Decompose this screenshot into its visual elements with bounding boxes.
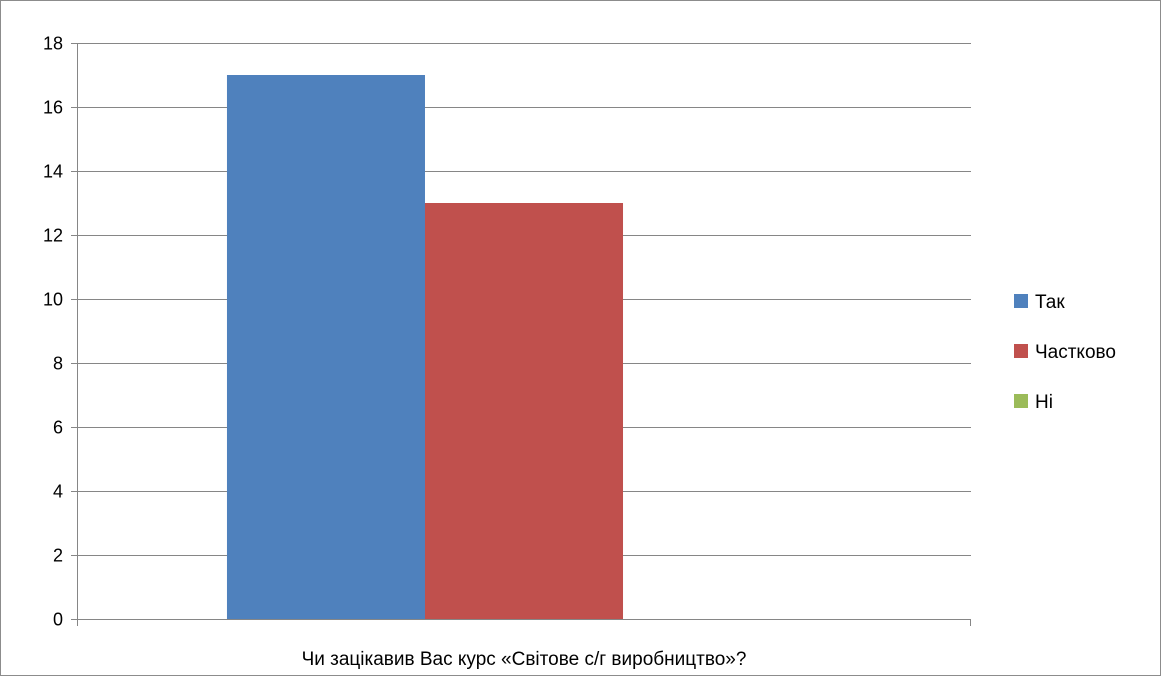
axes bbox=[77, 43, 971, 626]
legend-label: Ні bbox=[1035, 392, 1053, 413]
legend-swatch bbox=[1014, 294, 1028, 308]
legend: Так Частково Ні bbox=[1014, 292, 1116, 413]
legend-label: Так bbox=[1035, 292, 1065, 313]
y-tick-label: 6 bbox=[53, 418, 63, 438]
y-tick-label: 2 bbox=[53, 546, 63, 566]
y-axis-ticks: 0 2 4 6 8 10 12 14 16 18 bbox=[43, 34, 77, 630]
legend-swatch bbox=[1014, 344, 1028, 358]
y-tick-label: 18 bbox=[43, 34, 63, 54]
bar-Частково bbox=[424, 203, 624, 619]
y-tick-label: 10 bbox=[43, 290, 63, 310]
x-category-label: Чи зацікавив Вас курс «Світове с/г вироб… bbox=[302, 649, 747, 670]
x-axis-categories: Чи зацікавив Вас курс «Світове с/г вироб… bbox=[302, 649, 747, 670]
y-tick-label: 0 bbox=[53, 610, 63, 630]
bar-Так bbox=[226, 75, 425, 619]
y-tick-label: 12 bbox=[43, 226, 63, 246]
y-tick-label: 16 bbox=[43, 98, 63, 118]
y-tick-label: 4 bbox=[53, 482, 63, 502]
legend-swatch bbox=[1014, 394, 1028, 408]
bars bbox=[226, 75, 624, 619]
y-tick-label: 8 bbox=[53, 354, 63, 374]
y-tick-label: 14 bbox=[43, 162, 63, 182]
legend-label: Частково bbox=[1035, 342, 1116, 363]
